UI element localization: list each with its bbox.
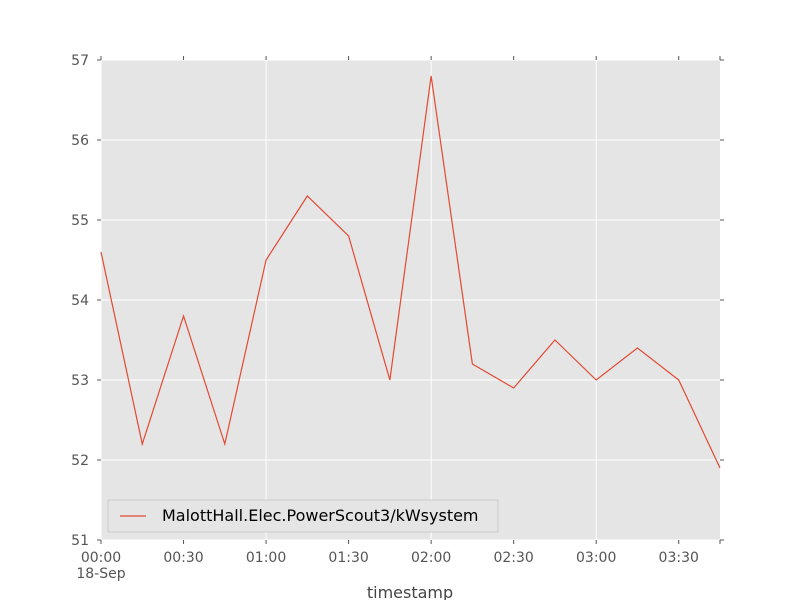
y-tick-label: 55 — [71, 213, 89, 229]
series-group — [100, 75, 721, 469]
y-tick-labels: 51 52 53 54 55 56 57 — [71, 53, 89, 549]
legend: MalottHall.Elec.PowerScout3/kWsystem — [107, 499, 499, 533]
axis-ticks — [97, 56, 724, 544]
series-line — [100, 75, 721, 469]
x-tick-label: 00:00 — [81, 550, 121, 566]
legend-box — [107, 499, 499, 533]
x-tick-label: 01:00 — [246, 550, 286, 566]
x-axis-title: timestamp — [367, 583, 453, 600]
x-tick-label: 00:30 — [163, 550, 203, 566]
y-tick-label: 56 — [71, 133, 89, 149]
x-tick-labels: 00:00 00:30 01:00 01:30 02:00 02:30 03:00 03:30 — [81, 550, 699, 566]
x-tick-label: 01:30 — [328, 550, 368, 566]
y-tick-label: 51 — [71, 533, 89, 549]
x-tick-label: 03:30 — [659, 550, 699, 566]
y-tick-label: 52 — [71, 453, 89, 469]
x-tick-label: 03:00 — [576, 550, 616, 566]
y-tick-label: 53 — [71, 373, 89, 389]
x-date-label: 18-Sep — [76, 566, 125, 582]
y-tick-label: 57 — [71, 53, 89, 69]
y-tick-label: 54 — [71, 293, 89, 309]
legend-label: MalottHall.Elec.PowerScout3/kWsystem — [162, 506, 479, 525]
x-tick-label: 02:00 — [411, 550, 451, 566]
x-tick-label: 02:30 — [493, 550, 533, 566]
